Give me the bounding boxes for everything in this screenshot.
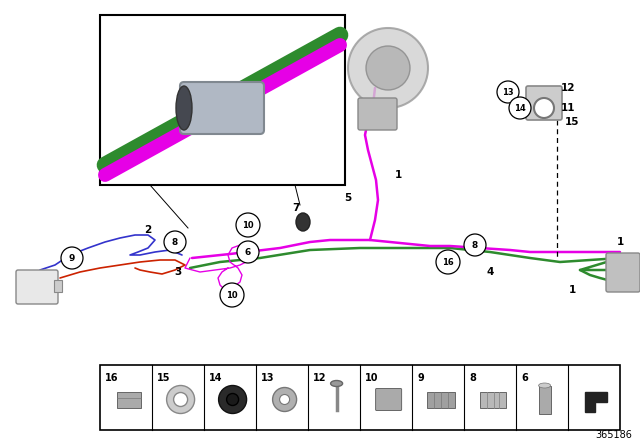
Bar xyxy=(116,392,141,408)
Text: 10: 10 xyxy=(365,373,378,383)
Circle shape xyxy=(348,28,428,108)
Text: 8: 8 xyxy=(469,373,476,383)
Bar xyxy=(427,392,454,408)
Text: 12: 12 xyxy=(561,83,575,93)
Circle shape xyxy=(227,393,239,405)
Circle shape xyxy=(534,98,554,118)
Circle shape xyxy=(237,241,259,263)
Circle shape xyxy=(236,213,260,237)
Circle shape xyxy=(273,388,296,412)
Text: 16: 16 xyxy=(105,373,118,383)
Polygon shape xyxy=(584,392,607,412)
Bar xyxy=(54,280,62,292)
Text: 8: 8 xyxy=(172,237,178,246)
Circle shape xyxy=(166,385,195,414)
FancyBboxPatch shape xyxy=(358,98,397,130)
Text: 12: 12 xyxy=(313,373,326,383)
Ellipse shape xyxy=(331,380,342,387)
Text: 15: 15 xyxy=(157,373,170,383)
Circle shape xyxy=(366,46,410,90)
Text: 9: 9 xyxy=(69,254,75,263)
Text: 14: 14 xyxy=(514,103,526,112)
Text: 4: 4 xyxy=(486,267,493,277)
Circle shape xyxy=(464,234,486,256)
Text: 10: 10 xyxy=(242,220,254,229)
Text: 1: 1 xyxy=(394,170,402,180)
Text: 15: 15 xyxy=(564,117,579,127)
Circle shape xyxy=(61,247,83,269)
Bar xyxy=(479,392,506,408)
Text: 13: 13 xyxy=(261,373,275,383)
Ellipse shape xyxy=(176,86,192,130)
Text: 16: 16 xyxy=(442,258,454,267)
Text: 365186: 365186 xyxy=(595,430,632,440)
Circle shape xyxy=(436,250,460,274)
Circle shape xyxy=(219,385,246,414)
Ellipse shape xyxy=(296,213,310,231)
Text: 1: 1 xyxy=(568,285,575,295)
Circle shape xyxy=(509,97,531,119)
Circle shape xyxy=(164,231,186,253)
Text: 8: 8 xyxy=(472,241,478,250)
Text: 6: 6 xyxy=(521,373,528,383)
Text: 2: 2 xyxy=(145,225,152,235)
FancyBboxPatch shape xyxy=(606,253,640,292)
FancyBboxPatch shape xyxy=(376,388,402,410)
Bar xyxy=(100,365,620,430)
Circle shape xyxy=(173,392,188,406)
Ellipse shape xyxy=(539,383,550,388)
Bar xyxy=(100,15,345,185)
Text: 5: 5 xyxy=(344,193,351,203)
Text: 14: 14 xyxy=(209,373,223,383)
Circle shape xyxy=(220,283,244,307)
Bar xyxy=(539,385,550,414)
Text: 13: 13 xyxy=(502,87,514,96)
Text: 11: 11 xyxy=(561,103,575,113)
FancyBboxPatch shape xyxy=(16,270,58,304)
FancyBboxPatch shape xyxy=(190,86,254,130)
Text: 1: 1 xyxy=(616,237,623,247)
Circle shape xyxy=(280,395,290,405)
FancyBboxPatch shape xyxy=(180,82,264,134)
FancyBboxPatch shape xyxy=(526,86,562,120)
Circle shape xyxy=(497,81,519,103)
Text: 3: 3 xyxy=(174,267,182,277)
Text: 7: 7 xyxy=(292,203,300,213)
Text: 10: 10 xyxy=(226,290,238,300)
Text: 6: 6 xyxy=(245,247,251,257)
Text: 9: 9 xyxy=(417,373,424,383)
